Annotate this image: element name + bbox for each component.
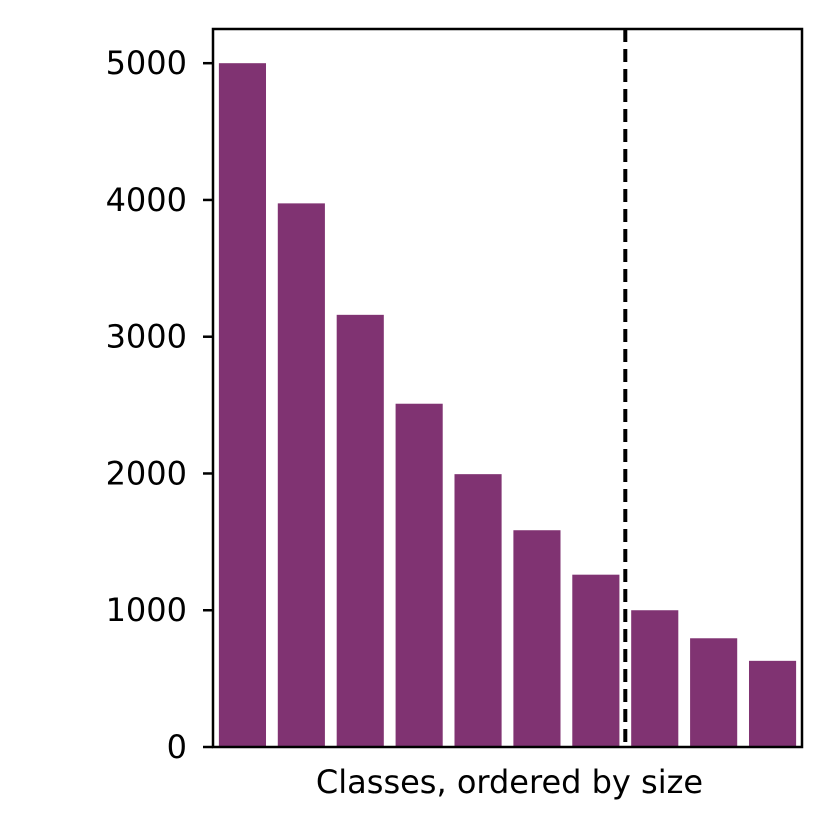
x-axis-label: Classes, ordered by size bbox=[316, 763, 703, 801]
bar-2 bbox=[277, 203, 325, 747]
bar-8 bbox=[631, 610, 679, 747]
bars-group bbox=[218, 63, 797, 747]
bar-7 bbox=[572, 574, 620, 747]
bar-9 bbox=[690, 638, 738, 747]
y-axis-ticks: 0 1000 2000 3000 4000 5000 bbox=[106, 44, 213, 766]
bar-6 bbox=[513, 530, 561, 747]
bar-4 bbox=[395, 403, 443, 747]
y-tick-label: 1000 bbox=[106, 591, 187, 629]
y-tick-label: 4000 bbox=[106, 181, 187, 219]
y-tick-label: 2000 bbox=[106, 454, 187, 492]
plot-frame bbox=[211, 27, 804, 749]
y-tick-label: 3000 bbox=[106, 318, 187, 356]
bar-1 bbox=[218, 63, 267, 747]
y-tick-label: 5000 bbox=[106, 44, 187, 82]
bar-5 bbox=[454, 474, 502, 747]
bar-3 bbox=[336, 314, 384, 747]
y-tick-label: 0 bbox=[167, 728, 187, 766]
bar-10 bbox=[748, 660, 797, 747]
